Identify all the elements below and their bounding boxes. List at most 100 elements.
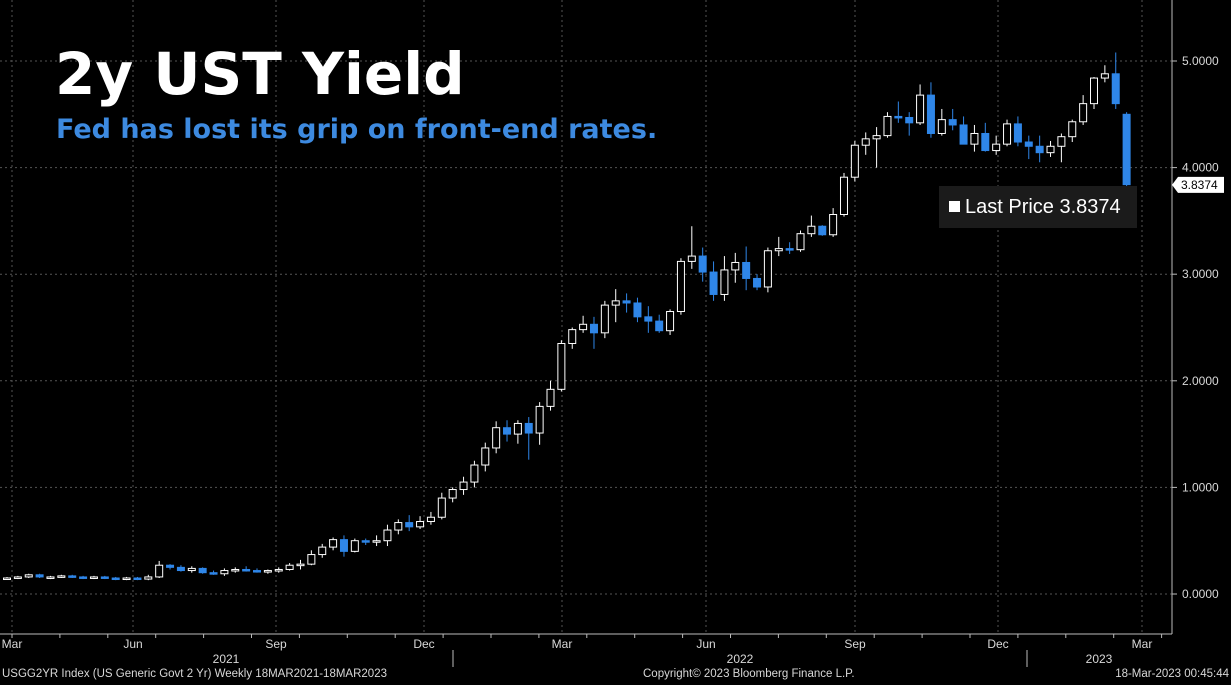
candle-down [1013, 116, 1022, 147]
candle-body [1057, 136, 1066, 147]
candle-body [720, 269, 729, 295]
candle-body [774, 248, 783, 252]
candle-body [253, 570, 262, 573]
candle-up [307, 550, 316, 566]
candle-down [242, 566, 251, 572]
candle-down [633, 297, 642, 323]
candle-body [1111, 73, 1120, 105]
candle-body [894, 115, 903, 119]
candle-down [981, 122, 990, 152]
candle-up [426, 511, 435, 525]
candle-body [959, 124, 968, 145]
candle-up [372, 535, 381, 547]
candle-up [937, 108, 946, 136]
y-tick-label: 4.0000 [1182, 161, 1219, 175]
last-price-tag-text: 3.8374 [1181, 178, 1218, 192]
candle-down [1111, 52, 1120, 109]
candle-body [242, 568, 251, 572]
candle-up [448, 487, 457, 503]
candle-up [676, 258, 685, 315]
candle-down [176, 565, 185, 572]
candle-up [459, 476, 468, 495]
candle-down [209, 570, 218, 575]
candle-up [57, 574, 66, 579]
y-tick-label: 1.0000 [1182, 480, 1219, 494]
candle-down [655, 314, 664, 333]
candle-body [470, 464, 479, 483]
candle-body [209, 572, 218, 575]
candle-body [24, 574, 33, 578]
candle-body [676, 260, 685, 313]
candle-body [568, 329, 577, 344]
candle-body [122, 577, 131, 581]
candle-body [448, 489, 457, 499]
candle-up [970, 124, 979, 152]
candle-up [513, 420, 522, 444]
candle-up [274, 567, 283, 573]
candle-up [872, 127, 881, 168]
candle-down [894, 101, 903, 123]
last-price-box: Last Price 3.8374 [939, 186, 1137, 228]
y-tick-label: 3.0000 [1182, 267, 1219, 281]
candle-up [763, 247, 772, 293]
candle-up [481, 442, 490, 472]
footer-timestamp: 18-Mar-2023 00:45:44 [1115, 668, 1229, 680]
candle-body [481, 447, 490, 466]
candle-body [970, 132, 979, 145]
candle-body [459, 481, 468, 491]
candle-body [785, 248, 794, 251]
candle-body [872, 135, 881, 140]
y-tick-label: 0.0000 [1182, 587, 1219, 601]
candle-up [318, 543, 327, 558]
candle-up [839, 172, 848, 217]
candle-up [992, 135, 1001, 155]
candle-up [916, 84, 925, 125]
candle-body [937, 119, 946, 134]
x-tick-label: Mar [552, 637, 573, 651]
candle-body [231, 568, 240, 572]
candle-body [839, 176, 848, 216]
candle-body [981, 132, 990, 152]
candle-body [513, 422, 522, 435]
candle-body [3, 577, 11, 581]
candle-up [285, 563, 294, 571]
candle-body [372, 540, 381, 543]
candle-up [861, 132, 870, 155]
candle-down [198, 567, 207, 574]
candle-body [807, 225, 816, 235]
candle-up [774, 236, 783, 257]
candle-body [655, 320, 664, 332]
candle-up [263, 569, 272, 574]
candle-down [644, 306, 653, 333]
candle-up [568, 327, 577, 349]
candle-up [1057, 133, 1066, 163]
candle-body [220, 570, 229, 575]
candle-down [100, 575, 109, 580]
candle-body [89, 576, 98, 579]
candle-down [622, 293, 631, 313]
year-label: 2023 [1086, 652, 1113, 666]
candle-down [524, 417, 533, 460]
candle-body [731, 261, 740, 271]
candle-body [709, 271, 718, 295]
candle-body [361, 540, 370, 543]
candle-down [742, 246, 751, 291]
candle-down [905, 112, 914, 136]
candle-body [1024, 141, 1033, 147]
candle-body [133, 577, 142, 581]
candle-down [926, 82, 935, 138]
candle-body [850, 144, 859, 178]
candle-body [535, 405, 544, 434]
candle-down [339, 535, 348, 557]
candle-up [46, 575, 55, 580]
candle-body [405, 522, 414, 528]
candle-body [329, 539, 338, 548]
candle-body [905, 116, 914, 124]
candle-body [1003, 123, 1012, 145]
candle-up [1046, 140, 1055, 157]
candle-up [807, 215, 816, 237]
candle-up [122, 576, 131, 581]
candle-body [187, 567, 196, 572]
candle-body [1100, 73, 1109, 79]
candle-body [176, 566, 185, 572]
